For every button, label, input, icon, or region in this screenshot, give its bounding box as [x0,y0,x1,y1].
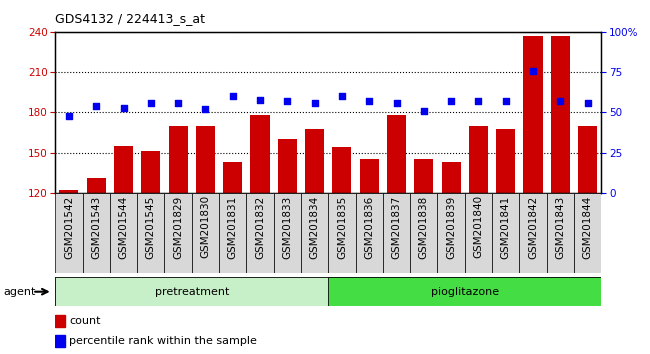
Text: GSM201837: GSM201837 [391,195,402,258]
Bar [137,193,164,273]
Point [64,113,74,119]
Bar [578,126,597,193]
Bar [574,193,601,273]
Text: GSM201544: GSM201544 [118,195,129,258]
Bar [441,162,461,193]
Bar [383,193,410,273]
Text: GSM201830: GSM201830 [200,195,211,258]
Text: GSM201832: GSM201832 [255,195,265,258]
Text: GSM201839: GSM201839 [446,195,456,258]
Text: GSM201842: GSM201842 [528,195,538,258]
Bar [110,193,137,273]
Point [419,108,429,114]
Bar [551,36,570,193]
Text: pioglitazone: pioglitazone [431,287,499,297]
Text: GSM201840: GSM201840 [473,195,484,258]
Text: count: count [69,316,100,326]
Bar [492,193,519,273]
Bar [55,277,328,306]
Bar [356,193,383,273]
Text: GSM201838: GSM201838 [419,195,429,258]
Bar [219,193,246,273]
Point [227,93,238,99]
Text: GSM201831: GSM201831 [227,195,238,258]
Point [173,100,183,105]
Text: GSM201835: GSM201835 [337,195,347,258]
Text: GSM201834: GSM201834 [309,195,320,258]
Bar [55,193,83,273]
Bar [519,193,547,273]
Point [528,68,538,73]
Text: GSM201833: GSM201833 [282,195,293,258]
Bar [301,193,328,273]
Text: pretreatment: pretreatment [155,287,229,297]
Point [391,100,402,105]
Bar [332,147,352,193]
Text: GSM201844: GSM201844 [582,195,593,258]
Bar [523,36,543,193]
Bar [141,151,161,193]
Bar [328,193,356,273]
Bar [410,193,437,273]
Point [146,100,156,105]
Bar [359,159,379,193]
Bar [274,193,301,273]
Bar [547,193,574,273]
Bar [437,193,465,273]
Point [255,97,265,102]
Bar [196,126,215,193]
Bar [168,126,188,193]
Bar [55,335,65,347]
Bar [83,193,110,273]
Text: GSM201836: GSM201836 [364,195,374,258]
Bar [278,139,297,193]
Point [555,98,566,104]
Bar [246,193,274,273]
Text: agent: agent [3,287,36,297]
Point [364,98,374,104]
Point [282,98,293,104]
Bar [114,146,133,193]
Point [91,103,101,109]
Text: GSM201543: GSM201543 [91,195,101,258]
Bar [55,315,65,327]
Text: GSM201829: GSM201829 [173,195,183,258]
Point [473,98,484,104]
Point [446,98,456,104]
Text: percentile rank within the sample: percentile rank within the sample [69,336,257,346]
Bar [86,178,106,193]
Point [200,106,211,112]
Bar [414,159,434,193]
Point [118,105,129,110]
Bar [496,129,515,193]
Bar [469,126,488,193]
Bar [465,193,492,273]
Point [500,98,511,104]
Point [582,100,593,105]
Bar [328,277,601,306]
Bar [192,193,219,273]
Bar [305,129,324,193]
Bar [387,115,406,193]
Bar [59,190,79,193]
Text: GSM201542: GSM201542 [64,195,74,258]
Text: GSM201545: GSM201545 [146,195,156,258]
Text: GSM201843: GSM201843 [555,195,566,258]
Text: GDS4132 / 224413_s_at: GDS4132 / 224413_s_at [55,12,205,25]
Point [337,93,347,99]
Bar [164,193,192,273]
Point [309,100,320,105]
Text: GSM201841: GSM201841 [500,195,511,258]
Bar [250,115,270,193]
Bar [223,162,242,193]
